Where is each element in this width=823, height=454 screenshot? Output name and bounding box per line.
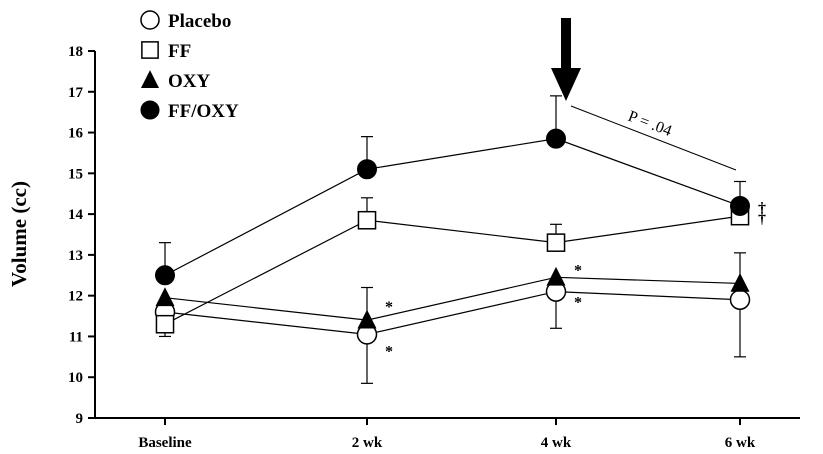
data-point-ff-oxy bbox=[730, 195, 750, 216]
significance-asterisk: * bbox=[385, 299, 393, 316]
data-point-oxy bbox=[155, 287, 175, 307]
arrow-indicator bbox=[551, 18, 581, 101]
series-markers bbox=[154, 128, 751, 345]
y-tick-label: 16 bbox=[68, 126, 84, 142]
y-tick-label: 15 bbox=[68, 166, 83, 182]
p-value-bracket-line bbox=[570, 105, 737, 171]
data-point-oxy bbox=[357, 309, 377, 329]
x-tick-label: 2 wk bbox=[352, 435, 383, 451]
legend-marker-placebo bbox=[140, 10, 160, 30]
series-lines bbox=[164, 138, 741, 336]
data-point-ff bbox=[155, 314, 175, 334]
data-point-ff bbox=[357, 210, 377, 230]
series-line-oxy bbox=[164, 276, 741, 321]
legend-marker-oxy bbox=[140, 70, 160, 88]
arrow-head bbox=[551, 68, 581, 101]
legend-marker-ff bbox=[141, 41, 159, 59]
significance-asterisk: * bbox=[385, 343, 393, 360]
significance-dagger: † bbox=[758, 210, 766, 227]
y-ticks: 9 10 11 12 13 14 15 16 17 18 bbox=[68, 44, 95, 427]
y-tick-label: 18 bbox=[68, 44, 83, 60]
y-tick-label: 9 bbox=[76, 411, 84, 427]
legend-label-oxy: OXY bbox=[168, 71, 211, 92]
x-tick-label: Baseline bbox=[138, 435, 192, 451]
y-tick-label: 11 bbox=[69, 329, 83, 345]
data-point-ff-oxy bbox=[357, 159, 377, 180]
legend: Placebo FF OXY FF/OXY bbox=[140, 10, 239, 122]
data-point-oxy bbox=[730, 272, 750, 292]
p-value-label: P = .04 bbox=[626, 108, 674, 140]
y-tick-label: 10 bbox=[68, 370, 83, 386]
arrow-shaft bbox=[561, 18, 571, 72]
significance-dagger: † bbox=[758, 200, 766, 217]
data-point-placebo bbox=[729, 289, 751, 310]
series-line-ff-oxy bbox=[164, 138, 741, 276]
error-bars bbox=[159, 95, 746, 384]
y-tick-label: 12 bbox=[68, 289, 83, 305]
significance-asterisk: * bbox=[574, 295, 582, 312]
legend-label-placebo: Placebo bbox=[168, 11, 231, 32]
data-point-ff bbox=[546, 233, 566, 252]
x-tick-label: 6 wk bbox=[725, 435, 756, 451]
x-tick-label: 4 wk bbox=[541, 435, 572, 451]
y-tick-label: 17 bbox=[68, 85, 84, 101]
significance-marks: * * † * * † bbox=[385, 200, 766, 360]
x-ticks: Baseline 2 wk 4 wk 6 wk bbox=[138, 418, 756, 451]
data-point-ff-oxy bbox=[155, 265, 175, 286]
data-point-ff-oxy bbox=[546, 128, 566, 149]
y-axis-title: Volume (cc) bbox=[7, 181, 31, 287]
legend-label-ff: FF bbox=[168, 41, 191, 62]
series-line-placebo bbox=[164, 290, 741, 336]
y-tick-label: 14 bbox=[68, 207, 84, 223]
data-point-oxy bbox=[546, 266, 566, 286]
legend-marker-ff-oxy bbox=[140, 100, 160, 120]
series-line-ff bbox=[164, 215, 741, 325]
legend-label-ff-oxy: FF/OXY bbox=[168, 101, 239, 122]
significance-asterisk: * bbox=[574, 262, 582, 279]
y-tick-label: 13 bbox=[68, 248, 83, 264]
